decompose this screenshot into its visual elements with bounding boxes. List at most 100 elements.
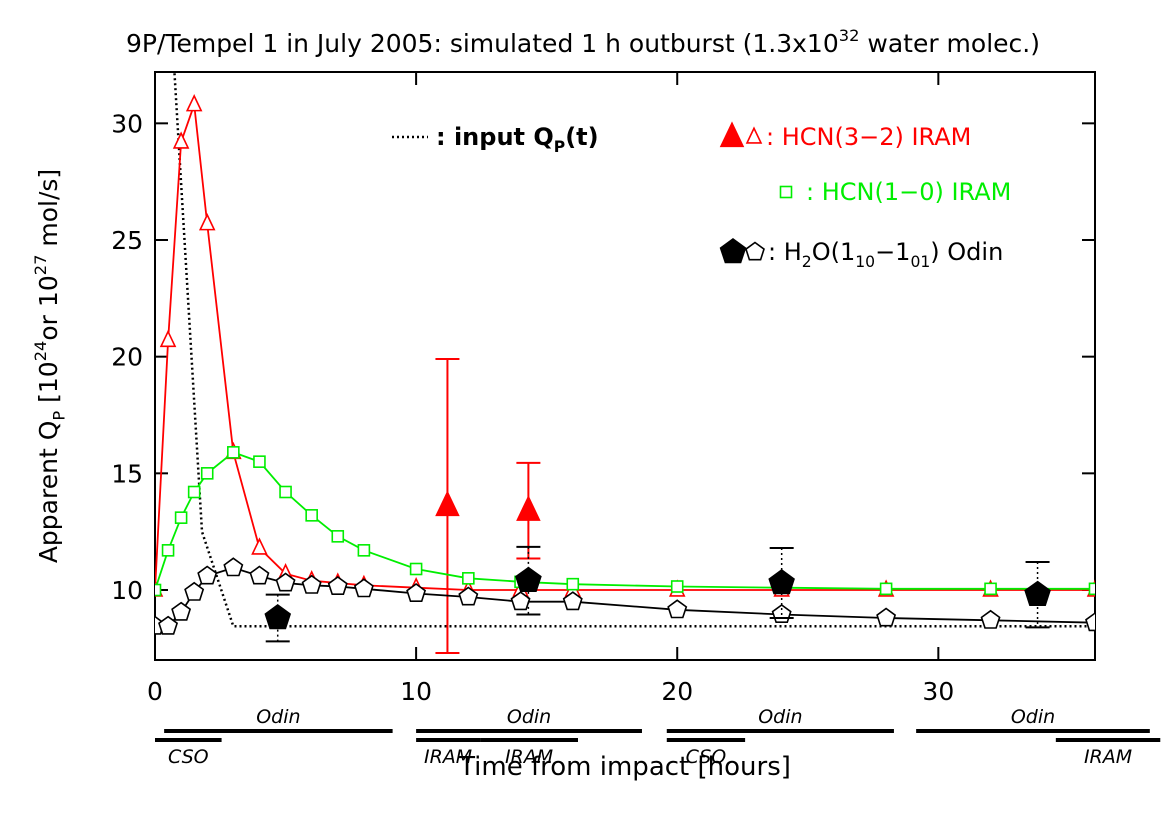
marker (227, 446, 240, 459)
marker (353, 578, 374, 598)
marker (667, 599, 688, 619)
window-label: CSO (168, 746, 209, 768)
marker (197, 565, 218, 585)
marker (187, 485, 201, 499)
text-segment: 32 (839, 26, 860, 45)
text-segment: : HCN(1−0) IRAM (806, 178, 1011, 206)
marker (516, 495, 541, 521)
text-segment: P (554, 138, 565, 156)
legend-label: : HCN(3−2) IRAM (766, 123, 971, 151)
marker (406, 583, 427, 603)
marker (171, 601, 192, 621)
text-segment: 01 (910, 253, 930, 271)
legend-label: : H2O(110−101) Odin (768, 238, 1003, 271)
marker (719, 121, 745, 148)
marker (409, 562, 423, 576)
marker (279, 485, 292, 499)
text-segment: 10 (855, 253, 875, 271)
window-label: Odin (507, 706, 551, 728)
window-label: CSO (686, 746, 727, 768)
marker (159, 329, 177, 348)
series-line (155, 104, 1095, 591)
marker (174, 511, 188, 524)
marker (158, 615, 179, 635)
marker (223, 557, 244, 577)
marker (331, 530, 345, 543)
text-segment: Apparent Q (34, 421, 63, 564)
marker (275, 572, 296, 592)
marker (458, 586, 479, 606)
window-label: IRAM (1084, 746, 1132, 768)
text-segment: : H (768, 238, 802, 266)
marker (200, 467, 214, 480)
marker (1085, 612, 1095, 632)
text-segment: mol/s] (34, 169, 63, 255)
plot-area (155, 72, 1095, 654)
text-segment: 2 (802, 253, 812, 271)
y-axis-label: Apparent QP [1024or 1027 mol/s] (31, 169, 69, 563)
marker (435, 490, 460, 517)
marker (301, 574, 322, 594)
marker (1024, 580, 1051, 607)
marker (980, 609, 1001, 629)
marker (185, 94, 203, 112)
y-tick-label: 20 (111, 343, 143, 372)
marker (251, 537, 268, 555)
marker (357, 544, 371, 557)
marker (161, 544, 175, 557)
x-axis-label: Time from impact [hours] (458, 752, 791, 782)
text-segment: ) Odin (930, 238, 1003, 266)
x-tick-label: 20 (661, 677, 693, 706)
x-tick-label: 30 (922, 677, 954, 706)
marker (719, 238, 747, 264)
window-label: Odin (758, 706, 802, 728)
marker (155, 583, 162, 597)
marker (876, 607, 897, 627)
legend-label: : input QP(t) (436, 123, 599, 156)
y-tick-label: 25 (111, 226, 143, 255)
marker (172, 131, 190, 149)
marker (745, 126, 763, 144)
text-segment: or 10 (34, 275, 63, 340)
marker (462, 572, 475, 585)
text-segment: [10 (34, 361, 63, 411)
window-label: IRAM (424, 746, 472, 768)
window-label: IRAM (505, 746, 553, 768)
marker (745, 241, 765, 261)
text-segment: O(1 (812, 238, 856, 266)
marker (984, 582, 997, 596)
marker (515, 566, 542, 593)
legend-label: : HCN(1−0) IRAM (806, 178, 1011, 206)
chart-title: 9P/Tempel 1 in July 2005: simulated 1 h … (126, 26, 1040, 58)
text-segment: (t) (565, 123, 598, 151)
text-segment: −1 (875, 238, 910, 266)
text-segment: 27 (31, 255, 50, 276)
marker (184, 581, 205, 601)
marker (670, 580, 684, 593)
marker (264, 604, 292, 630)
marker (253, 455, 266, 468)
text-segment: 9P/Tempel 1 in July 2005: simulated 1 h … (126, 29, 839, 58)
series-line (155, 451, 1095, 591)
marker (879, 582, 893, 596)
text-segment: 24 (31, 341, 50, 362)
text-segment: P (50, 411, 69, 421)
marker (768, 569, 795, 595)
marker (305, 509, 318, 522)
y-tick-label: 30 (111, 109, 143, 138)
marker (249, 565, 270, 585)
marker (562, 591, 583, 611)
marker (327, 576, 348, 596)
text-segment: : input Q (436, 123, 554, 151)
y-tick-label: 10 (111, 576, 143, 605)
x-tick-label: 10 (400, 677, 432, 706)
window-label: Odin (256, 706, 300, 728)
plot-frame (154, 71, 1096, 661)
x-tick-label: 0 (147, 677, 163, 706)
marker (779, 185, 793, 199)
text-segment: : HCN(3−2) IRAM (766, 123, 971, 151)
marker (198, 213, 216, 231)
y-tick-label: 15 (111, 459, 143, 488)
